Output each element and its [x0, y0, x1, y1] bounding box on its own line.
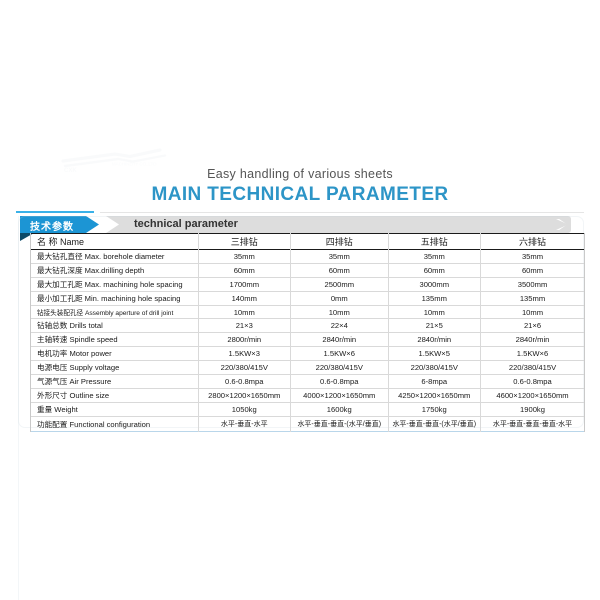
svg-text:MACHINERY CO.,LTD: MACHINERY CO.,LTD [112, 162, 156, 167]
